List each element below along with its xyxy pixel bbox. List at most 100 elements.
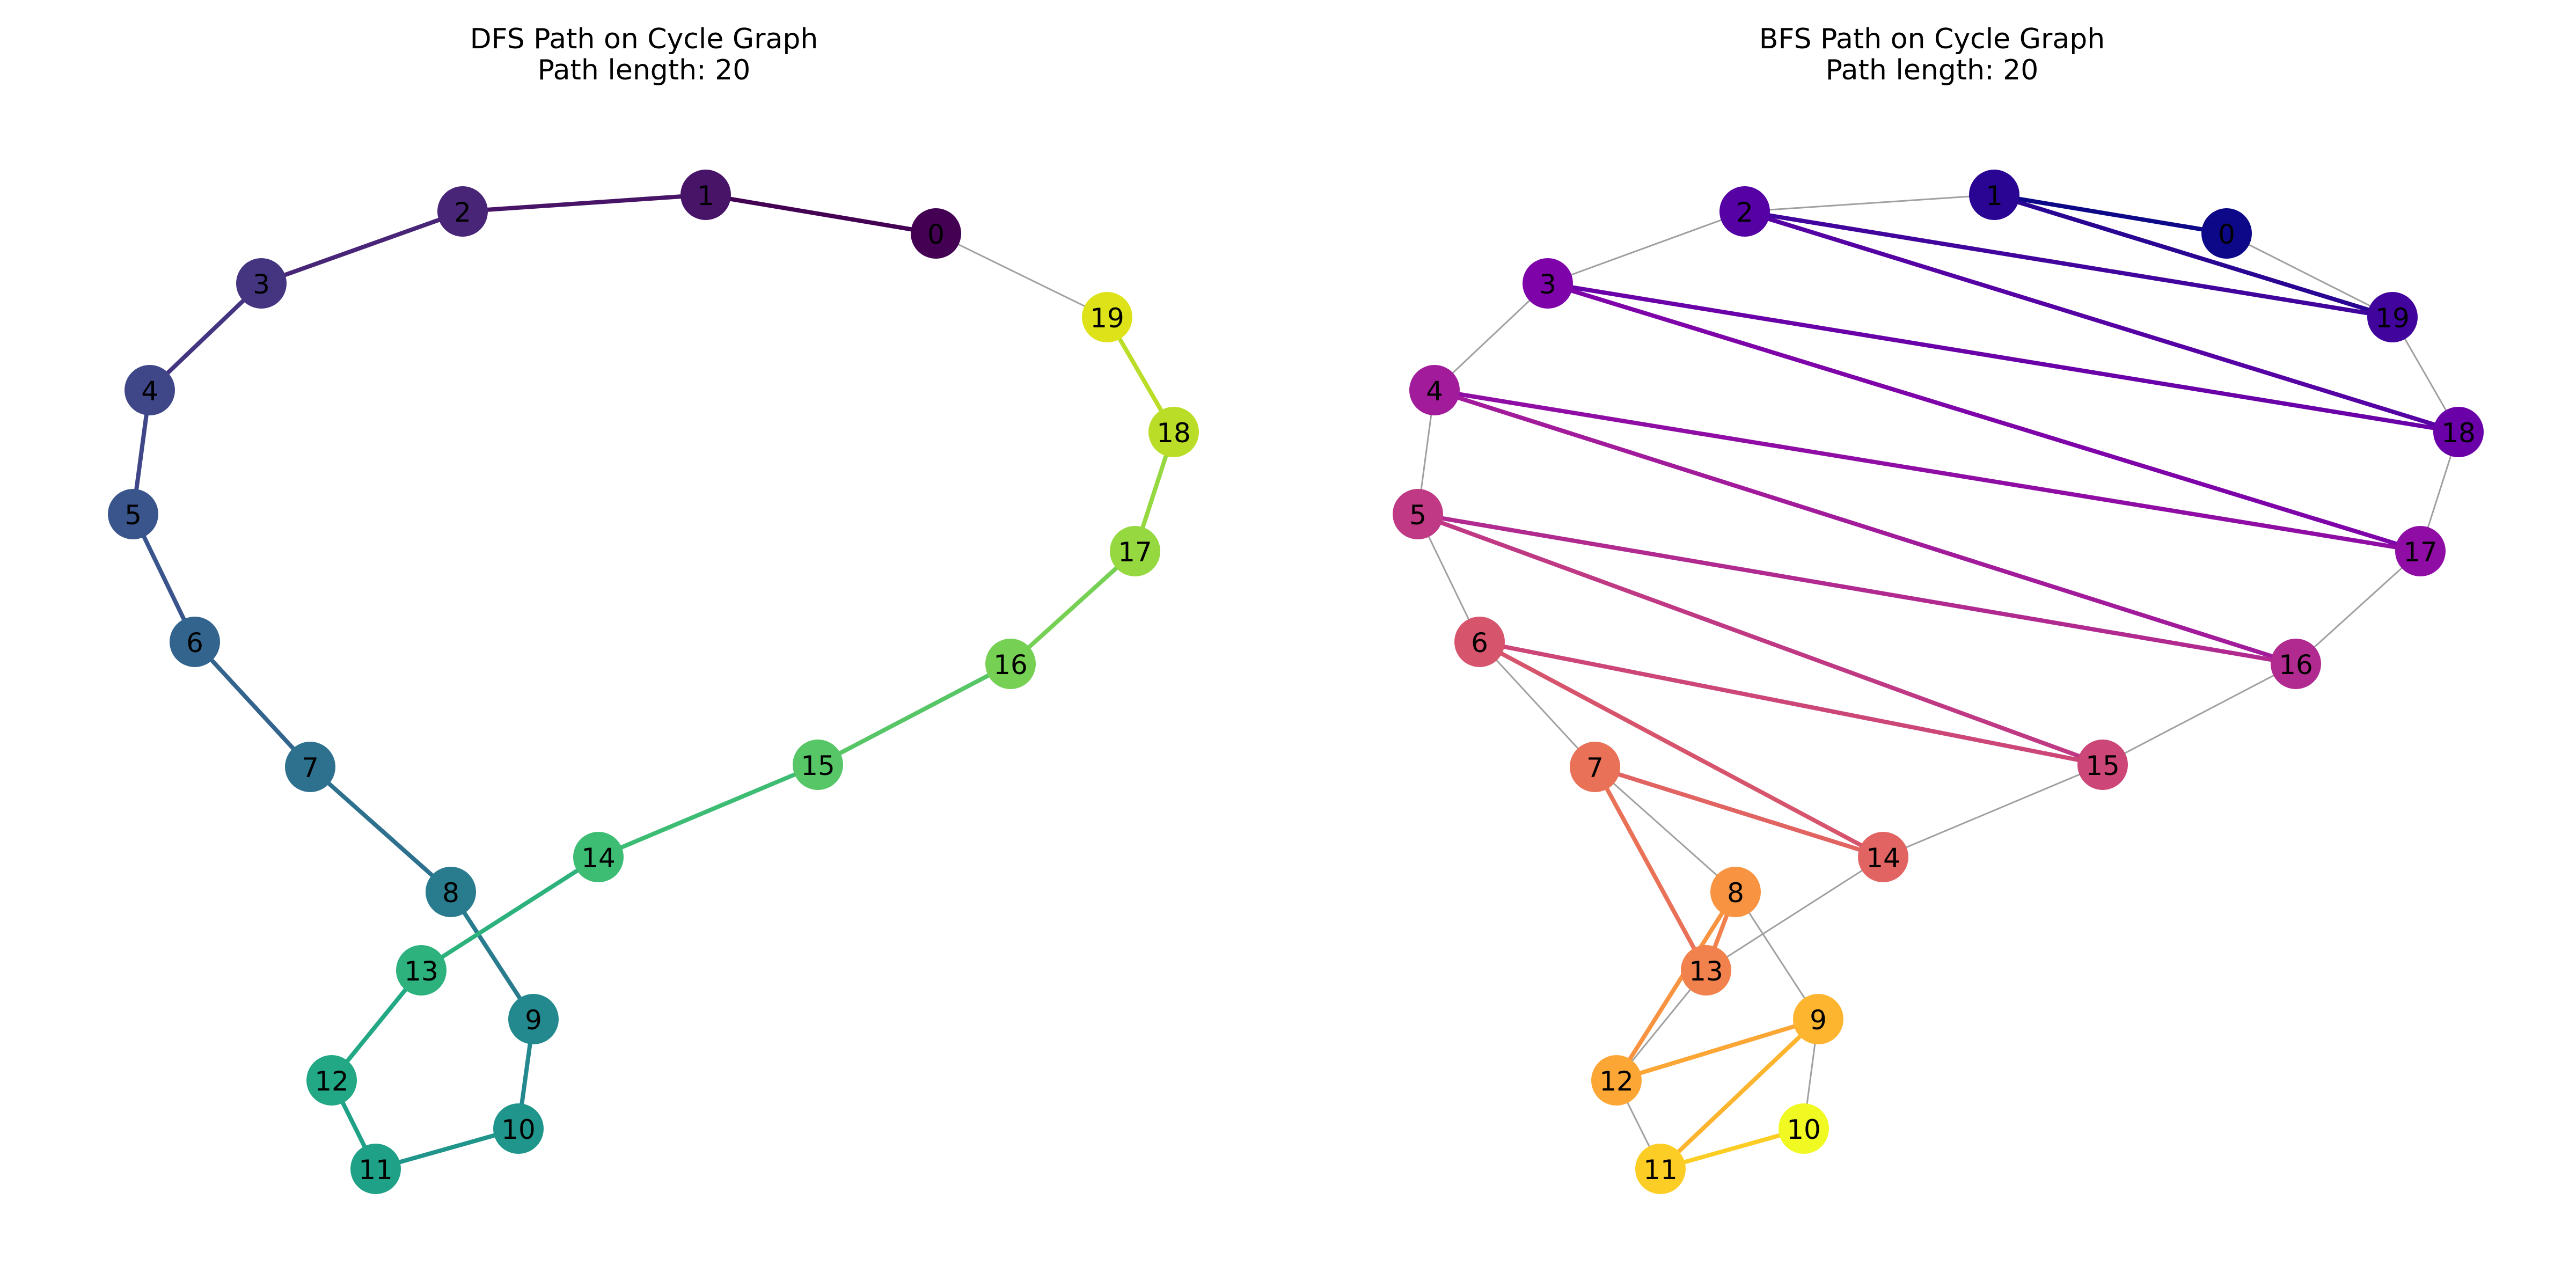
dfs-node-label-19: 19 bbox=[1090, 303, 1124, 334]
dfs-node-label-17: 17 bbox=[1118, 537, 1152, 568]
dfs-node-label-10: 10 bbox=[501, 1114, 536, 1145]
dfs-node-7: 7 bbox=[285, 742, 335, 792]
bfs-node-14: 14 bbox=[1858, 832, 1908, 882]
bfs-node-label-2: 2 bbox=[1736, 197, 1753, 228]
dfs-node-circle-5 bbox=[108, 489, 158, 539]
dfs-node-16: 16 bbox=[985, 639, 1036, 689]
bfs-node-0: 0 bbox=[2201, 208, 2252, 259]
bfs-node-circle-9 bbox=[1793, 994, 1843, 1044]
bfs-path-edge-3-17 bbox=[1546, 281, 2423, 553]
bfs-node-circle-18 bbox=[2433, 407, 2484, 457]
bfs-base-edge-6-7 bbox=[1479, 641, 1596, 768]
bfs-node-circle-16 bbox=[2271, 639, 2321, 689]
bfs-node-label-4: 4 bbox=[1426, 376, 1443, 407]
dfs-node-19: 19 bbox=[1082, 292, 1132, 342]
bfs-node-circle-6 bbox=[1454, 617, 1505, 667]
dfs-node-17: 17 bbox=[1110, 526, 1160, 576]
dfs-node-15: 15 bbox=[793, 740, 843, 790]
dfs-node-13: 13 bbox=[396, 945, 447, 996]
bfs-base-edge-16-17 bbox=[2295, 550, 2421, 665]
bfs-base-edge-7-8 bbox=[1594, 766, 1736, 893]
bfs-node-circle-4 bbox=[1409, 365, 1460, 415]
bfs-node-label-3: 3 bbox=[1539, 269, 1556, 300]
dfs-node-label-8: 8 bbox=[442, 877, 459, 909]
dfs-node-circle-9 bbox=[508, 994, 559, 1044]
dfs-node-circle-15 bbox=[793, 740, 843, 790]
bfs-base-edge-3-4 bbox=[1433, 282, 1549, 391]
bfs-node-label-5: 5 bbox=[1409, 500, 1426, 531]
dfs-node-circle-14 bbox=[573, 832, 624, 882]
bfs-node-19: 19 bbox=[2367, 292, 2418, 342]
dfs-node-circle-8 bbox=[426, 867, 476, 917]
dfs-node-label-4: 4 bbox=[141, 376, 158, 407]
bfs-node-circle-1 bbox=[1969, 170, 2019, 220]
dfs-title: DFS Path on Cycle Graph bbox=[470, 23, 818, 55]
dfs-node-label-13: 13 bbox=[404, 956, 438, 987]
bfs-node-label-17: 17 bbox=[2403, 537, 2438, 568]
bfs-node-6: 6 bbox=[1454, 617, 1505, 667]
bfs-node-label-14: 14 bbox=[1866, 843, 1900, 874]
bfs-path-edge-19-2 bbox=[1743, 209, 2395, 319]
bfs-path-edge-17-4 bbox=[1432, 388, 2423, 553]
bfs-base-edge-14-15 bbox=[1883, 764, 2103, 858]
dfs-path-edge-2-3 bbox=[259, 209, 465, 286]
dfs-path-edge-15-16 bbox=[816, 662, 1013, 767]
bfs-node-5: 5 bbox=[1393, 489, 1443, 539]
bfs-node-12: 12 bbox=[1591, 1055, 1642, 1106]
bfs-node-10: 10 bbox=[1779, 1103, 1829, 1154]
dfs-node-label-16: 16 bbox=[993, 649, 1028, 680]
bfs-node-circle-10 bbox=[1779, 1103, 1829, 1154]
bfs-path-edge-15-6 bbox=[1477, 640, 2105, 767]
dfs-node-label-5: 5 bbox=[125, 500, 142, 531]
dfs-node-2: 2 bbox=[437, 186, 488, 237]
bfs-panel: BFS Path on Cycle Graph Path length: 20 … bbox=[1288, 0, 2576, 1288]
bfs-node-label-18: 18 bbox=[2441, 418, 2476, 449]
bfs-path-edge-1-19 bbox=[1992, 193, 2395, 319]
dfs-node-label-3: 3 bbox=[253, 269, 270, 300]
bfs-node-label-10: 10 bbox=[1787, 1114, 1821, 1145]
dfs-node-9: 9 bbox=[508, 994, 559, 1044]
bfs-node-8: 8 bbox=[1710, 867, 1761, 917]
bfs-path-edge-8-12 bbox=[1614, 890, 1738, 1082]
bfs-node-circle-13 bbox=[1681, 945, 1731, 996]
dfs-node-label-14: 14 bbox=[581, 843, 616, 874]
bfs-node-label-16: 16 bbox=[2279, 649, 2313, 680]
dfs-path-edge-3-4 bbox=[148, 281, 264, 392]
dfs-node-0: 0 bbox=[911, 208, 961, 259]
bfs-node-label-12: 12 bbox=[1599, 1066, 1634, 1097]
dfs-node-label-2: 2 bbox=[454, 197, 471, 228]
dfs-subtitle: Path length: 20 bbox=[537, 54, 751, 86]
dfs-path-edge-6-7 bbox=[193, 640, 312, 769]
dfs-node-circle-10 bbox=[493, 1103, 544, 1154]
dfs-node-circle-6 bbox=[170, 617, 220, 667]
dfs-node-10: 10 bbox=[493, 1103, 544, 1154]
dfs-node-circle-11 bbox=[350, 1144, 401, 1194]
bfs-node-2: 2 bbox=[1719, 186, 1770, 237]
bfs-node-circle-5 bbox=[1393, 489, 1443, 539]
bfs-node-15: 15 bbox=[2077, 740, 2128, 790]
dfs-node-circle-2 bbox=[437, 186, 488, 237]
bfs-node-label-15: 15 bbox=[2085, 750, 2120, 781]
dfs-node-8: 8 bbox=[426, 867, 476, 917]
dfs-base-edges bbox=[935, 232, 1108, 318]
dfs-node-circle-1 bbox=[680, 170, 731, 220]
dfs-node-circle-17 bbox=[1110, 526, 1160, 576]
bfs-path-edge-6-14 bbox=[1477, 640, 1885, 859]
bfs-node-circle-7 bbox=[1570, 742, 1620, 792]
dfs-node-label-1: 1 bbox=[697, 180, 714, 211]
dfs-node-circle-0 bbox=[911, 208, 961, 259]
bfs-node-label-19: 19 bbox=[2375, 303, 2410, 334]
bfs-node-label-9: 9 bbox=[1810, 1005, 1827, 1036]
bfs-base-edge-1-2 bbox=[1744, 194, 1995, 213]
bfs-node-16: 16 bbox=[2271, 639, 2321, 689]
bfs-node-7: 7 bbox=[1570, 742, 1620, 792]
dfs-path-edge-14-15 bbox=[596, 763, 820, 859]
bfs-node-circle-19 bbox=[2367, 292, 2418, 342]
dfs-node-18: 18 bbox=[1148, 407, 1199, 457]
bfs-node-circle-12 bbox=[1591, 1055, 1642, 1106]
bfs-base-edge-13-14 bbox=[1706, 856, 1884, 971]
bfs-base-edge-19-0 bbox=[2226, 232, 2393, 318]
bfs-node-circle-14 bbox=[1858, 832, 1908, 882]
